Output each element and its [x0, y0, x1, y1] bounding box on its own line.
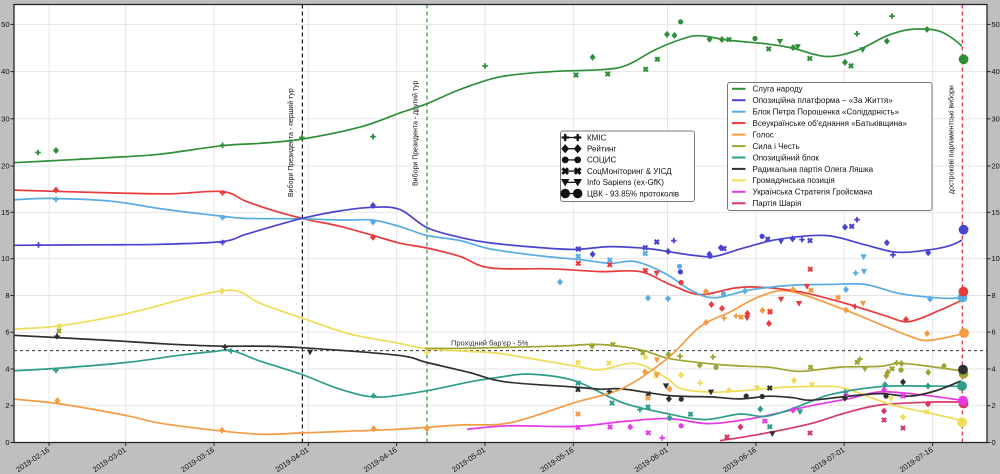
svg-text:Info Sapiens (ex-GfK): Info Sapiens (ex-GfK) [587, 178, 664, 187]
svg-text:Партія Шарія: Партія Шарія [753, 199, 802, 208]
svg-text:40: 40 [1, 67, 9, 76]
svg-text:10: 10 [1, 254, 9, 263]
svg-text:6: 6 [992, 328, 996, 337]
svg-text:2: 2 [5, 401, 9, 410]
svg-text:40: 40 [992, 67, 1000, 76]
svg-text:Радикальна партія Олега Ляшка: Радикальна партія Олега Ляшка [753, 165, 874, 174]
svg-text:Рейтинг: Рейтинг [587, 145, 616, 154]
svg-text:50: 50 [992, 20, 1000, 29]
svg-text:10: 10 [992, 254, 1000, 263]
svg-text:20: 20 [992, 162, 1000, 171]
svg-text:15: 15 [1, 208, 9, 217]
svg-text:Вибори Президента - перший тур: Вибори Президента - перший тур [287, 88, 295, 197]
svg-text:50: 50 [1, 20, 9, 29]
svg-text:Вибори Президента - другий тур: Вибори Президента - другий тур [412, 80, 420, 186]
svg-text:4: 4 [992, 365, 996, 374]
svg-text:Українська Стратегія Гройсмана: Українська Стратегія Гройсмана [753, 188, 873, 197]
svg-text:6: 6 [5, 328, 9, 337]
svg-text:СоцМоніторинг & УІСД: СоцМоніторинг & УІСД [587, 167, 672, 176]
svg-text:4: 4 [5, 365, 9, 374]
svg-text:Опозиційний блок: Опозиційний блок [753, 153, 820, 162]
svg-text:Блок Петра Порошенка «Солідарн: Блок Петра Порошенка «Солідарність» [753, 108, 900, 117]
svg-text:30: 30 [992, 114, 1000, 123]
svg-text:Прохідний бар'єр - 5%: Прохідний бар'єр - 5% [451, 339, 529, 348]
svg-text:0: 0 [992, 438, 996, 447]
svg-text:8: 8 [992, 291, 996, 300]
svg-text:Всеукраїнське об'єднання «Бать: Всеукраїнське об'єднання «Батьківщина» [753, 119, 908, 128]
svg-text:20: 20 [1, 162, 9, 171]
svg-text:Громадянська позиція: Громадянська позиція [753, 176, 835, 185]
svg-text:Слуга народу: Слуга народу [753, 85, 803, 94]
svg-text:дострокові парламентські вибор: дострокові парламентські вибори [947, 85, 955, 194]
svg-text:8: 8 [5, 291, 9, 300]
svg-text:0: 0 [5, 438, 9, 447]
svg-text:ЦВК - 93.85% протоколів: ЦВК - 93.85% протоколів [587, 189, 679, 198]
svg-text:30: 30 [1, 114, 9, 123]
svg-text:Опозиційна платформа – «За Жит: Опозиційна платформа – «За Життя» [753, 96, 894, 105]
svg-text:15: 15 [992, 208, 1000, 217]
svg-text:КМІС: КМІС [587, 133, 607, 142]
svg-text:Голос: Голос [753, 130, 774, 139]
svg-text:Сила і Честь: Сила і Честь [753, 142, 800, 151]
svg-text:2: 2 [992, 401, 996, 410]
svg-text:СОЦИС: СОЦИС [587, 156, 616, 165]
